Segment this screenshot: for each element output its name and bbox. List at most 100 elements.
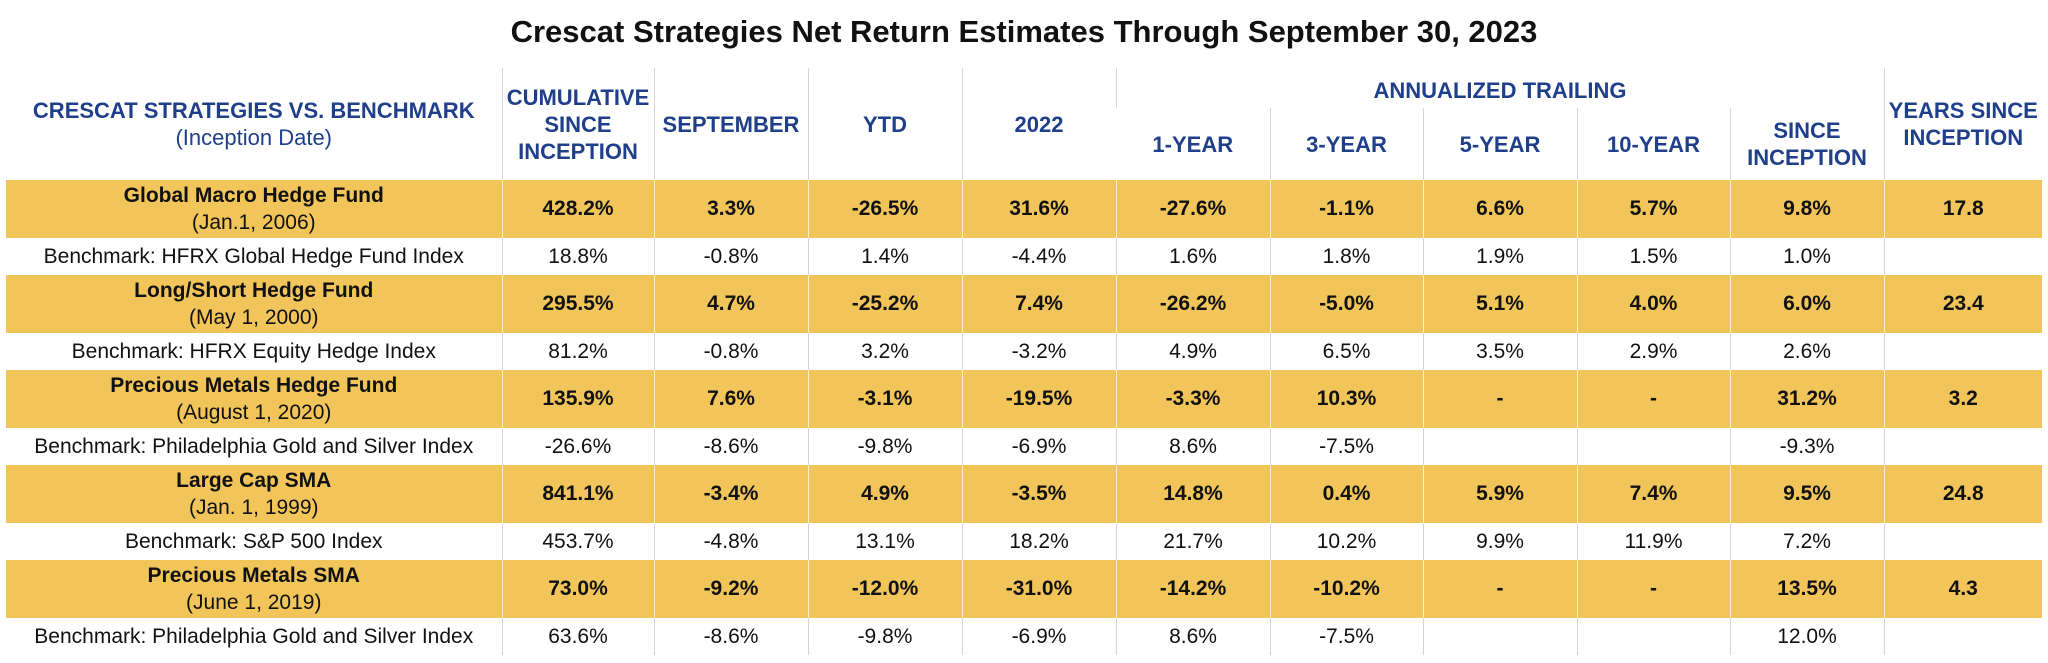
value-cell: -19.5% (961, 370, 1116, 428)
value-cell: -14.2% (1115, 560, 1270, 618)
value-cell: -26.5% (807, 180, 962, 238)
value-cell: - (1576, 370, 1730, 428)
value-cell: -10.2% (1269, 560, 1423, 618)
value-cell: 31.6% (961, 180, 1116, 238)
value-cell (1883, 333, 2042, 370)
value-cell: 4.9% (807, 465, 962, 523)
fund-name-cell: Large Cap SMA (Jan. 1, 1999) (6, 465, 502, 523)
value-cell: 2.6% (1729, 333, 1884, 370)
value-cell: 1.0% (1729, 238, 1884, 275)
benchmark-name-cell: Benchmark: S&P 500 Index (6, 523, 502, 560)
returns-table: CRESCAT STRATEGIES VS. BENCHMARK (Incept… (6, 68, 2042, 655)
value-cell: -3.4% (653, 465, 808, 523)
value-cell: 3.2% (807, 333, 962, 370)
value-cell: 4.0% (1576, 275, 1730, 333)
value-cell: 13.1% (807, 523, 962, 560)
value-cell: -6.9% (961, 428, 1116, 465)
value-cell: 13.5% (1729, 560, 1884, 618)
value-cell: -4.8% (653, 523, 808, 560)
benchmark-row: Benchmark: Philadelphia Gold and Silver … (6, 618, 2042, 655)
fund-name-cell: Precious Metals Hedge Fund (August 1, 202… (6, 370, 502, 428)
value-cell: 23.4 (1883, 275, 2042, 333)
fund-inception-date: (June 1, 2019) (186, 591, 322, 614)
value-cell: -3.3% (1115, 370, 1270, 428)
header-ytd: YTD (807, 68, 962, 180)
value-cell: 6.5% (1269, 333, 1423, 370)
value-cell: 4.9% (1115, 333, 1270, 370)
value-cell: 3.5% (1422, 333, 1577, 370)
value-cell: 135.9% (501, 370, 654, 428)
value-cell: 8.6% (1115, 618, 1270, 655)
value-cell: -8.6% (653, 618, 808, 655)
value-cell: -26.2% (1115, 275, 1270, 333)
benchmark-name: Benchmark: HFRX Global Hedge Fund Index (43, 244, 464, 268)
value-cell: -0.8% (653, 238, 808, 275)
value-cell: 18.2% (961, 523, 1116, 560)
value-cell: -12.0% (807, 560, 962, 618)
table-body: Global Macro Hedge Fund (Jan.1, 2006) 428.… (6, 180, 2042, 655)
value-cell (1883, 238, 2042, 275)
value-cell: 24.8 (1883, 465, 2042, 523)
value-cell: 9.8% (1729, 180, 1884, 238)
value-cell: -26.6% (501, 428, 654, 465)
page-title: Crescat Strategies Net Return Estimates … (510, 14, 1538, 49)
fund-name-cell: Global Macro Hedge Fund (Jan.1, 2006) (6, 180, 502, 238)
fund-name: Precious Metals Hedge Fund (110, 374, 398, 397)
value-cell (1576, 428, 1730, 465)
value-cell: -3.5% (961, 465, 1116, 523)
value-cell: 11.9% (1576, 523, 1730, 560)
value-cell: 6.6% (1422, 180, 1577, 238)
fund-row: Precious Metals SMA (June 1, 2019) 73.0% -9… (6, 560, 2042, 618)
header-row-top: CRESCAT STRATEGIES VS. BENCHMARK (Incept… (6, 68, 2042, 180)
value-cell: 10.3% (1269, 370, 1423, 428)
value-cell: 63.6% (501, 618, 654, 655)
fund-row: Global Macro Hedge Fund (Jan.1, 2006) 428.… (6, 180, 2042, 238)
value-cell: -27.6% (1115, 180, 1270, 238)
header-row-bottom: 1-YEAR 3-YEAR 5-YEAR 10-YEAR SINCE INCEP… (6, 108, 2042, 180)
benchmark-row: Benchmark: Philadelphia Gold and Silver … (6, 428, 2042, 465)
header-5-year: 5-YEAR (1422, 108, 1577, 180)
value-cell: 4.7% (653, 275, 808, 333)
value-cell: 841.1% (501, 465, 654, 523)
fund-row: Precious Metals Hedge Fund (August 1, 202… (6, 370, 2042, 428)
header-annualized-trailing: ANNUALIZED TRAILING (1115, 68, 1884, 108)
value-cell: 18.8% (501, 238, 654, 275)
value-cell: 3.2 (1883, 370, 2042, 428)
benchmark-row: Benchmark: HFRX Equity Hedge Index 81.2% -… (6, 333, 2042, 370)
value-cell: 5.7% (1576, 180, 1730, 238)
value-cell: 4.3 (1883, 560, 2042, 618)
value-cell: 1.9% (1422, 238, 1577, 275)
value-cell: -7.5% (1269, 428, 1423, 465)
value-cell: 8.6% (1115, 428, 1270, 465)
value-cell: 73.0% (501, 560, 654, 618)
value-cell: 31.2% (1729, 370, 1884, 428)
header-cumulative: CUMULATIVE SINCE INCEPTION (501, 68, 654, 180)
fund-inception-date: (August 1, 2020) (176, 401, 332, 424)
value-cell: 5.9% (1422, 465, 1577, 523)
benchmark-name: Benchmark: Philadelphia Gold and Silver … (34, 434, 474, 458)
fund-name: Long/Short Hedge Fund (134, 279, 374, 302)
value-cell (1576, 618, 1730, 655)
value-cell: -4.4% (961, 238, 1116, 275)
value-cell: -9.3% (1729, 428, 1884, 465)
header-strategy: CRESCAT STRATEGIES VS. BENCHMARK (Incept… (6, 68, 502, 180)
benchmark-name-cell: Benchmark: HFRX Equity Hedge Index (6, 333, 502, 370)
value-cell: - (1576, 560, 1730, 618)
value-cell: -9.8% (807, 428, 962, 465)
fund-row: Large Cap SMA (Jan. 1, 1999) 841.1% -3.4% 4.… (6, 465, 2042, 523)
value-cell (1422, 428, 1577, 465)
value-cell: 10.2% (1269, 523, 1423, 560)
header-september: SEPTEMBER (653, 68, 808, 180)
benchmark-name: Benchmark: HFRX Equity Hedge Index (71, 339, 436, 363)
value-cell: -3.2% (961, 333, 1116, 370)
header-years-since-inception: YEARS SINCE INCEPTION (1883, 68, 2042, 180)
value-cell (1422, 618, 1577, 655)
fund-name-cell: Precious Metals SMA (June 1, 2019) (6, 560, 502, 618)
value-cell: 14.8% (1115, 465, 1270, 523)
value-cell: 1.4% (807, 238, 962, 275)
value-cell: 0.4% (1269, 465, 1423, 523)
value-cell: 7.6% (653, 370, 808, 428)
value-cell: 6.0% (1729, 275, 1884, 333)
value-cell: -1.1% (1269, 180, 1423, 238)
